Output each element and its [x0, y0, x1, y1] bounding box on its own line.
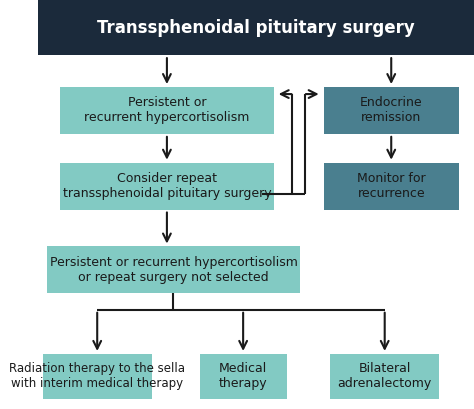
FancyBboxPatch shape — [200, 354, 287, 399]
FancyBboxPatch shape — [47, 246, 300, 294]
FancyBboxPatch shape — [324, 87, 459, 134]
Text: Radiation therapy to the sella
with interim medical therapy: Radiation therapy to the sella with inte… — [9, 362, 185, 390]
FancyBboxPatch shape — [60, 162, 273, 209]
Text: Bilateral
adrenalectomy: Bilateral adrenalectomy — [337, 362, 432, 390]
Text: Endocrine
remission: Endocrine remission — [360, 97, 422, 124]
FancyBboxPatch shape — [43, 354, 152, 399]
Text: Medical
therapy: Medical therapy — [219, 362, 267, 390]
Text: Persistent or recurrent hypercortisolism
or repeat surgery not selected: Persistent or recurrent hypercortisolism… — [49, 256, 297, 284]
Text: Persistent or
recurrent hypercortisolism: Persistent or recurrent hypercortisolism — [84, 97, 250, 124]
FancyBboxPatch shape — [330, 354, 439, 399]
Text: Transsphenoidal pituitary surgery: Transsphenoidal pituitary surgery — [97, 18, 415, 37]
FancyBboxPatch shape — [60, 87, 273, 134]
FancyBboxPatch shape — [324, 162, 459, 209]
Text: Monitor for
recurrence: Monitor for recurrence — [357, 172, 426, 200]
Text: Consider repeat
transsphenoidal pituitary surgery: Consider repeat transsphenoidal pituitar… — [63, 172, 271, 200]
FancyBboxPatch shape — [38, 0, 474, 55]
